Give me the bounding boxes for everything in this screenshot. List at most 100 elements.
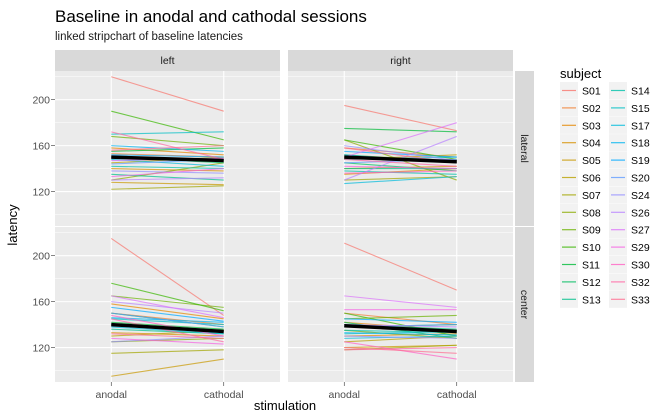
series-line-S30 (111, 314, 224, 337)
series-line-S26 (111, 177, 224, 181)
mean-line (111, 322, 224, 334)
chart-subtitle: linked stripchart of baseline latencies (55, 31, 243, 43)
series-line-S03 (111, 303, 224, 320)
x-tick-label: cathodal (437, 389, 477, 401)
panel-bg (288, 227, 513, 382)
legend-item-S24: S24 (631, 190, 650, 202)
legend-item-S03: S03 (582, 120, 601, 132)
series-line-S02 (344, 312, 457, 326)
series-line-S07 (111, 349, 224, 354)
row-strip-bg (515, 71, 534, 226)
legend-item-S18: S18 (631, 138, 650, 150)
y-tick-label: 200 (32, 251, 50, 263)
series-line-S14 (344, 170, 457, 175)
row-strip-center: center (518, 290, 530, 320)
legend-item-S20: S20 (631, 173, 650, 185)
legend-item-S04: S04 (582, 138, 601, 150)
legend-item-S33: S33 (631, 294, 650, 306)
y-tick-label: 160 (32, 141, 50, 153)
series-line-S08 (344, 329, 457, 339)
series-line-S05 (111, 181, 224, 186)
legend-item-S29: S29 (631, 242, 650, 254)
series-line-S17 (344, 176, 457, 185)
x-tick-label: cathodal (204, 389, 244, 401)
series-line-S01 (344, 104, 457, 132)
series-line-S07 (111, 185, 224, 190)
series-line-S09 (111, 135, 224, 147)
panel-right-center (288, 227, 513, 382)
series-line-S01 (344, 242, 457, 291)
legend-item-S17: S17 (631, 120, 650, 132)
panel-bg (55, 227, 280, 382)
legend-item-S30: S30 (631, 260, 650, 272)
series-line-S30 (344, 170, 457, 174)
x-tick-label: anodal (328, 389, 360, 401)
series-line-S04 (111, 332, 224, 337)
legend-item-S08: S08 (582, 207, 601, 219)
series-line-S33 (111, 333, 224, 339)
series-line-S18 (111, 145, 224, 152)
series-line-S24 (111, 335, 224, 343)
series-line-S27 (344, 122, 457, 158)
series-line-S09 (344, 314, 457, 320)
series-line-S18 (344, 332, 457, 336)
chart-title: Baseline in anodal and cathodal sessions (55, 7, 367, 26)
legend-item-S11: S11 (582, 260, 600, 272)
series-line-S26 (111, 301, 224, 314)
series-line-S29 (111, 337, 224, 345)
legend-item-S13: S13 (582, 294, 601, 306)
panel-right-lateral (288, 71, 513, 226)
y-tick-label: 160 (32, 297, 50, 309)
mean-line (344, 155, 457, 164)
series-line-S19 (344, 318, 457, 323)
series-line-S10 (111, 110, 224, 141)
series-line-S19 (111, 154, 224, 158)
series-line-S01 (110, 238, 225, 316)
series-line-S32 (344, 347, 457, 351)
series-line-S08 (111, 162, 224, 181)
y-tick-label: 200 (32, 95, 50, 107)
legend-item-S26: S26 (631, 207, 650, 219)
series-line-S10 (111, 282, 224, 312)
legend-item-S15: S15 (631, 103, 650, 115)
legend-item-S05: S05 (582, 155, 601, 167)
legend-item-S32: S32 (631, 277, 650, 289)
facet-strip-bg (288, 50, 513, 71)
series-line-S07 (344, 176, 457, 181)
legend-item-S02: S02 (582, 103, 601, 115)
y-axis-title: latency (5, 204, 20, 246)
facet-strip-right: right (390, 55, 411, 67)
series-line-S19 (344, 150, 457, 158)
legend-title: subject (560, 66, 602, 81)
y-tick-label: 120 (32, 187, 50, 199)
mean-line (111, 155, 224, 163)
series-line-S04 (111, 168, 224, 172)
series-line-S11 (111, 147, 224, 152)
series-line-S12 (344, 162, 457, 172)
legend: S01 S02 S03 S04 S05 S06 S07 S08 S09 S10 S11 S12 S13 S… (560, 82, 650, 308)
x-tick-label: anodal (95, 389, 127, 401)
legend-item-S10: S10 (582, 242, 601, 254)
legend-item-S06: S06 (582, 173, 601, 185)
series-line-S15 (111, 318, 224, 326)
series-line-S01 (111, 76, 224, 112)
legend-item-S12: S12 (582, 277, 601, 289)
series-line-S05 (111, 358, 224, 377)
series-line-S32 (111, 131, 224, 160)
series-line-S32 (344, 158, 457, 167)
legend-item-S07: S07 (582, 190, 601, 202)
series-line-S24 (344, 145, 457, 162)
mean-line (344, 323, 457, 334)
series-line-S09 (111, 295, 224, 308)
series-line-S33 (111, 145, 224, 151)
series-line-S24 (111, 170, 224, 174)
series-line-S27 (111, 295, 224, 319)
legend-item-S27: S27 (631, 225, 650, 237)
panel-bg (288, 71, 513, 226)
series-line-S29 (344, 165, 457, 170)
row-strip-lateral: lateral (518, 134, 530, 163)
facet-strip-left: left (160, 55, 174, 67)
series-line-S19 (111, 306, 224, 322)
facet-strip-bg (55, 50, 280, 71)
